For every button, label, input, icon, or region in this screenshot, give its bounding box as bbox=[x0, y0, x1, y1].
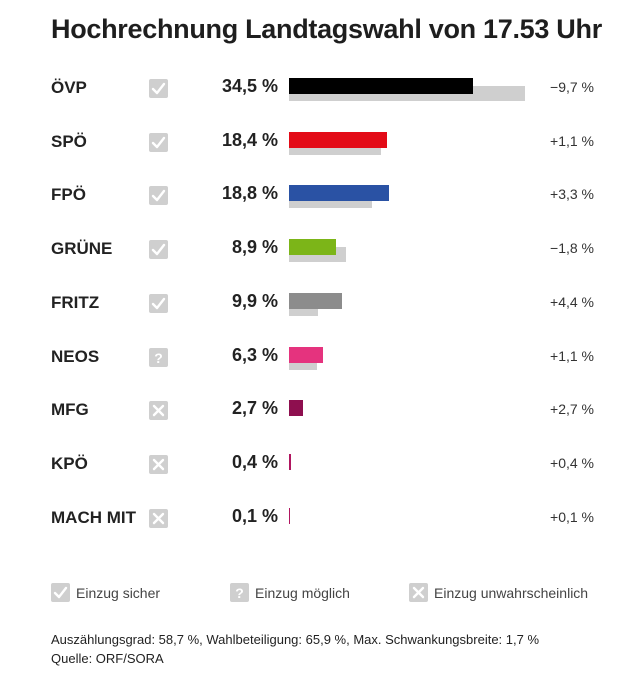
party-name: ÖVP bbox=[51, 78, 87, 97]
bar-group bbox=[289, 453, 529, 480]
bar-group bbox=[289, 239, 529, 265]
change-label: −9,7 % bbox=[550, 79, 594, 95]
party-name: FPÖ bbox=[51, 185, 86, 205]
party-name: GRÜNE bbox=[51, 239, 113, 259]
value-label: 8,9 % bbox=[231, 237, 278, 258]
bar-current bbox=[289, 507, 290, 524]
party-row: GRÜNE 8,9 % −1,8 % bbox=[0, 221, 639, 275]
value-label: 34,5 % bbox=[221, 76, 278, 96]
value-label: 6,3 % bbox=[231, 344, 278, 365]
cross-icon bbox=[149, 401, 168, 421]
check-icon bbox=[149, 240, 168, 260]
footer-source: Quelle: ORF/SORA bbox=[51, 651, 164, 666]
change-label: +1,1 % bbox=[550, 132, 594, 149]
party-row: NEOS? 6,3 % +1,1 % bbox=[0, 329, 639, 383]
party-row: SPÖ 18,4 % +1,1 % bbox=[0, 114, 639, 168]
change-label: −1,8 % bbox=[550, 240, 594, 257]
party-name: MFG bbox=[51, 400, 89, 420]
check-icon bbox=[51, 583, 70, 602]
cross-icon bbox=[149, 454, 168, 474]
party-row: FPÖ 18,8 % +3,3 % bbox=[0, 167, 639, 221]
value-label: 2,7 % bbox=[231, 398, 278, 419]
bar-current bbox=[289, 346, 323, 363]
change-label: +2,7 % bbox=[550, 401, 594, 418]
value-label: 0,4 % bbox=[231, 451, 278, 472]
check-icon bbox=[149, 186, 168, 206]
party-name: KPÖ bbox=[51, 453, 88, 473]
bar-group bbox=[289, 346, 529, 373]
change-label: +3,3 % bbox=[550, 186, 594, 203]
change-label: +0,1 % bbox=[550, 508, 594, 525]
value-label: 18,4 % bbox=[221, 129, 278, 150]
party-row: ÖVP 34,5 % −9,7 % bbox=[0, 60, 639, 114]
footer-stats: Auszählungsgrad: 58,7 %, Wahlbeteiligung… bbox=[51, 632, 540, 647]
value-label: 0,1 % bbox=[231, 505, 278, 526]
bar-group bbox=[289, 292, 529, 319]
change-label: +0,4 % bbox=[550, 454, 594, 471]
check-icon bbox=[149, 79, 168, 98]
chart-title: Hochrechnung Landtagswahl von 17.53 Uhr bbox=[51, 14, 602, 44]
check-icon bbox=[149, 293, 168, 313]
bar-group bbox=[289, 78, 529, 104]
party-row: FRITZ 9,9 % +4,4 % bbox=[0, 275, 639, 329]
question-icon: ? bbox=[149, 347, 168, 367]
bar-group bbox=[289, 400, 529, 426]
bar-group bbox=[289, 131, 529, 158]
party-name: SPÖ bbox=[51, 131, 87, 151]
bar-current bbox=[289, 239, 337, 256]
svg-text:?: ? bbox=[154, 350, 163, 366]
check-icon bbox=[149, 132, 168, 152]
change-label: +4,4 % bbox=[550, 293, 594, 310]
bar-group bbox=[289, 507, 529, 534]
bar-current bbox=[289, 400, 304, 417]
value-label: 18,8 % bbox=[221, 183, 278, 204]
party-name: FRITZ bbox=[51, 292, 100, 312]
bar-current bbox=[289, 292, 342, 309]
legend-label: Einzug sicher bbox=[76, 585, 161, 601]
legend-label: Einzug unwahrscheinlich bbox=[434, 585, 589, 601]
bar-current bbox=[289, 185, 390, 202]
party-name: NEOS bbox=[51, 346, 100, 366]
cross-icon bbox=[409, 583, 428, 602]
legend-label: Einzug möglich bbox=[255, 585, 350, 601]
party-name: MACH MIT bbox=[51, 507, 136, 527]
value-label: 9,9 % bbox=[231, 290, 278, 311]
cross-icon bbox=[149, 508, 168, 528]
bar-group bbox=[289, 185, 529, 211]
bar-current bbox=[289, 131, 388, 148]
bar-current bbox=[289, 78, 473, 94]
bar-current bbox=[289, 453, 292, 470]
svg-text:?: ? bbox=[235, 585, 244, 601]
change-label: +1,1 % bbox=[550, 347, 594, 364]
party-row: MFG 2,7 % +2,7 % bbox=[0, 382, 639, 436]
party-row: MACH MIT 0,1 % +0,1 % bbox=[0, 490, 639, 544]
question-icon: ? bbox=[230, 583, 249, 602]
party-row: KPÖ 0,4 % +0,4 % bbox=[0, 436, 639, 490]
